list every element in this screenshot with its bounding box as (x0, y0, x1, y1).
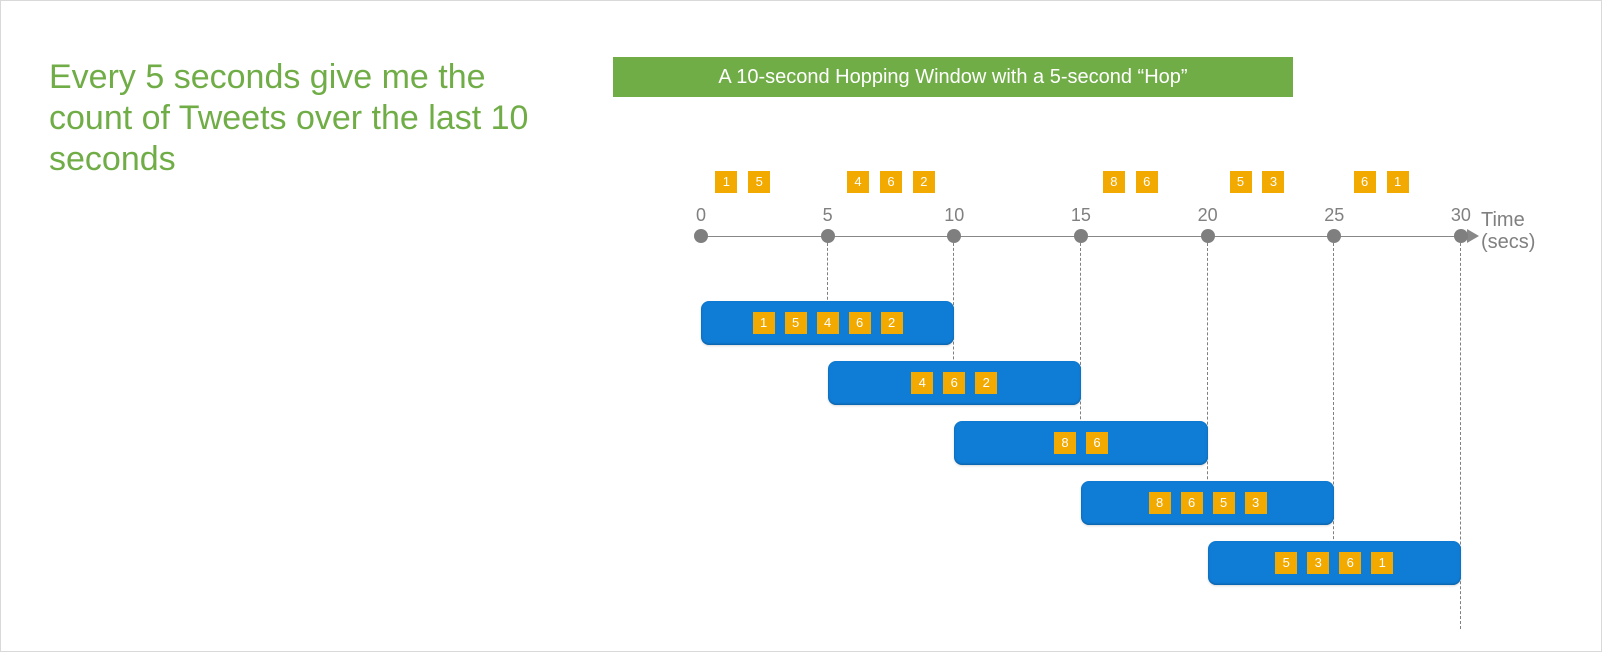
event-box: 1 (715, 171, 737, 193)
tick-label: 10 (944, 205, 964, 226)
tick-dot (694, 229, 708, 243)
hopping-window: 86 (954, 421, 1207, 465)
tick-label: 25 (1324, 205, 1344, 226)
drop-line (1333, 243, 1334, 569)
hopping-window: 15462 (701, 301, 954, 345)
window-event-box: 4 (911, 372, 933, 394)
tick-dot (947, 229, 961, 243)
window-event-box: 6 (849, 312, 871, 334)
event-box: 4 (847, 171, 869, 193)
hopping-window: 8653 (1081, 481, 1334, 525)
event-box: 3 (1262, 171, 1284, 193)
tick-dot (1074, 229, 1088, 243)
tick-label: 15 (1071, 205, 1091, 226)
event-box: 6 (1354, 171, 1376, 193)
axis-title-line2: (secs) (1481, 231, 1535, 253)
page-heading: Every 5 seconds give me the count of Twe… (49, 57, 569, 179)
tick-label: 5 (823, 205, 833, 226)
window-event-box: 2 (975, 372, 997, 394)
window-event-box: 1 (1371, 552, 1393, 574)
time-axis-title: Time (secs) (1481, 209, 1535, 253)
hopping-window-diagram: Time (secs) 051015202530 15462865361 154… (701, 161, 1461, 621)
tick-dot (821, 229, 835, 243)
drop-line (1207, 243, 1208, 509)
tick-dot (1454, 229, 1468, 243)
window-event-box: 6 (943, 372, 965, 394)
event-box: 6 (880, 171, 902, 193)
axis-title-line1: Time (1481, 209, 1525, 231)
drop-line (1080, 243, 1081, 449)
window-event-box: 8 (1149, 492, 1171, 514)
tick-label: 30 (1451, 205, 1471, 226)
hopping-window: 462 (828, 361, 1081, 405)
window-event-box: 5 (1275, 552, 1297, 574)
window-event-box: 6 (1339, 552, 1361, 574)
event-box: 8 (1103, 171, 1125, 193)
window-event-box: 8 (1054, 432, 1076, 454)
tick-label: 20 (1198, 205, 1218, 226)
window-event-box: 4 (817, 312, 839, 334)
tick-dot (1201, 229, 1215, 243)
event-box: 5 (748, 171, 770, 193)
diagram-banner: A 10-second Hopping Window with a 5-seco… (613, 57, 1293, 97)
window-event-box: 3 (1307, 552, 1329, 574)
time-axis-arrow-icon (1467, 229, 1479, 243)
window-event-box: 6 (1086, 432, 1108, 454)
event-box: 2 (913, 171, 935, 193)
window-event-box: 2 (881, 312, 903, 334)
event-box: 1 (1387, 171, 1409, 193)
window-event-box: 1 (753, 312, 775, 334)
event-box: 6 (1136, 171, 1158, 193)
hopping-window: 5361 (1208, 541, 1461, 585)
tick-label: 0 (696, 205, 706, 226)
tick-dot (1327, 229, 1341, 243)
event-box: 5 (1230, 171, 1252, 193)
window-event-box: 3 (1245, 492, 1267, 514)
window-event-box: 5 (785, 312, 807, 334)
window-event-box: 5 (1213, 492, 1235, 514)
window-event-box: 6 (1181, 492, 1203, 514)
